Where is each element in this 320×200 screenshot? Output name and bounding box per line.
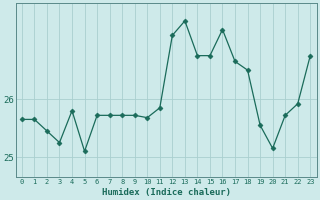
X-axis label: Humidex (Indice chaleur): Humidex (Indice chaleur) xyxy=(101,188,231,197)
